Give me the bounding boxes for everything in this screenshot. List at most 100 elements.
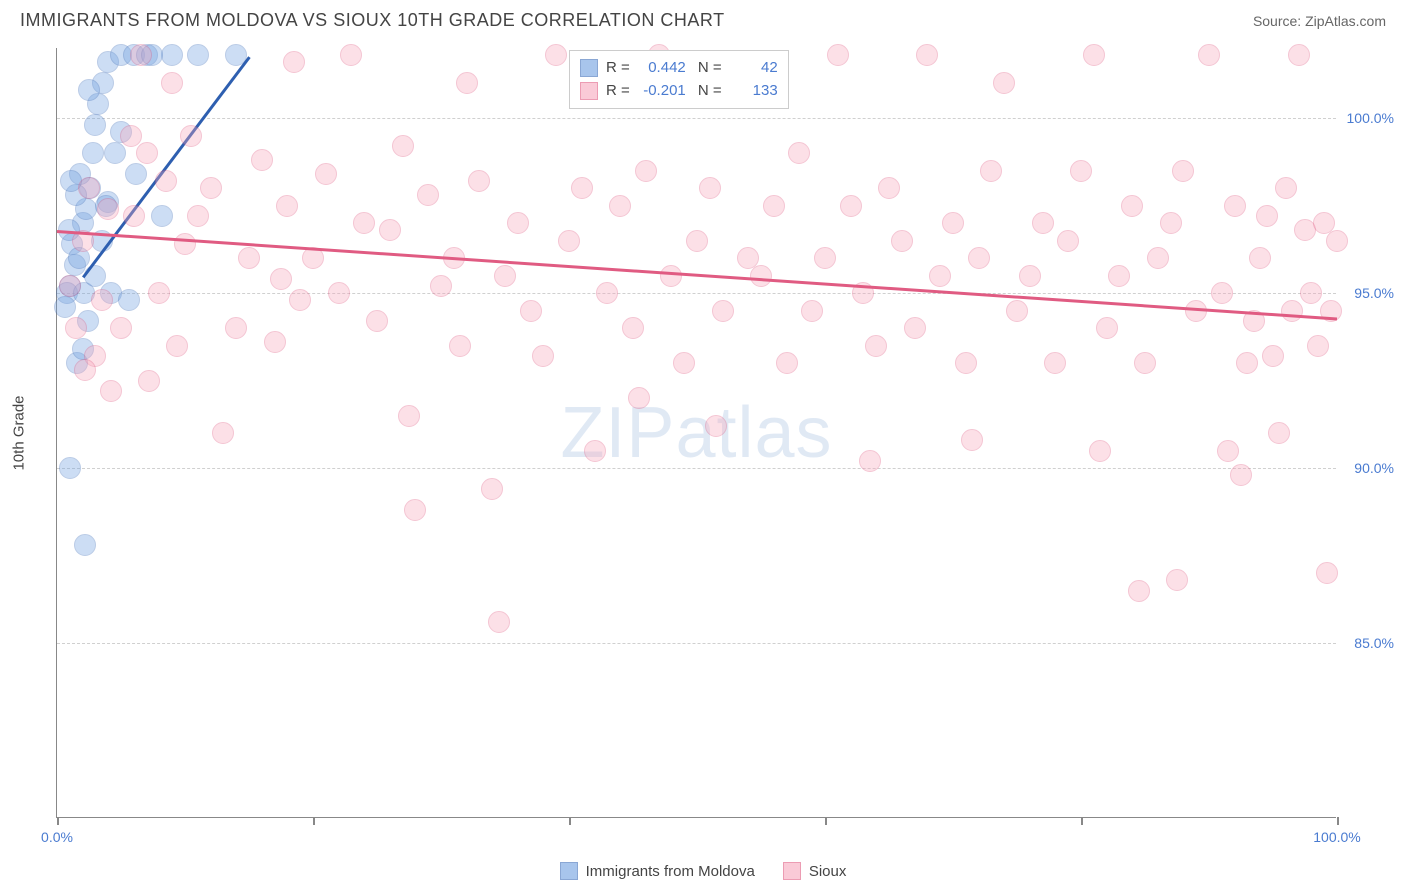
scatter-point [166, 335, 188, 357]
scatter-point [545, 44, 567, 66]
gridline [57, 293, 1336, 294]
n-value: 133 [730, 80, 778, 103]
scatter-point [584, 440, 606, 462]
scatter-point [1089, 440, 1111, 462]
scatter-point [705, 415, 727, 437]
scatter-point [1096, 317, 1118, 339]
scatter-point [840, 195, 862, 217]
scatter-point [763, 195, 785, 217]
gridline [57, 643, 1336, 644]
scatter-point [130, 44, 152, 66]
scatter-point [1281, 300, 1303, 322]
scatter-point [481, 478, 503, 500]
scatter-point [993, 72, 1015, 94]
legend-item: Immigrants from Moldova [560, 862, 755, 880]
scatter-point [1268, 422, 1290, 444]
scatter-point [65, 317, 87, 339]
scatter-point [84, 114, 106, 136]
n-value: 42 [730, 57, 778, 80]
scatter-point [340, 44, 362, 66]
scatter-point [1134, 352, 1156, 374]
scatter-point [1307, 335, 1329, 357]
scatter-point [180, 125, 202, 147]
scatter-point [1070, 160, 1092, 182]
scatter-point [120, 125, 142, 147]
scatter-point [1224, 195, 1246, 217]
scatter-point [430, 275, 452, 297]
correlation-legend: R =0.442 N =42R =-0.201 N =133 [569, 50, 789, 109]
scatter-point [136, 142, 158, 164]
scatter-point [78, 79, 100, 101]
scatter-point [161, 44, 183, 66]
scatter-point [187, 44, 209, 66]
r-value: 0.442 [638, 57, 686, 80]
y-axis-title: 10th Grade [11, 395, 28, 470]
scatter-point [264, 331, 286, 353]
watermark: ZIPatlas [560, 392, 832, 474]
scatter-point [1300, 282, 1322, 304]
n-label: N = [694, 80, 722, 103]
scatter-point [59, 275, 81, 297]
scatter-point [929, 265, 951, 287]
scatter-point [859, 450, 881, 472]
scatter-point [404, 499, 426, 521]
scatter-point [1019, 265, 1041, 287]
r-value: -0.201 [638, 80, 686, 103]
scatter-point [110, 317, 132, 339]
scatter-point [449, 335, 471, 357]
scatter-point [138, 370, 160, 392]
scatter-point [315, 163, 337, 185]
y-tick-label: 95.0% [1354, 285, 1394, 301]
source-attribution: Source: ZipAtlas.com [1253, 13, 1386, 29]
scatter-point [456, 72, 478, 94]
scatter-point [980, 160, 1002, 182]
scatter-point [673, 352, 695, 374]
scatter-point [59, 457, 81, 479]
scatter-point [276, 195, 298, 217]
scatter-point [283, 51, 305, 73]
scatter-point [366, 310, 388, 332]
scatter-point [814, 247, 836, 269]
scatter-point [225, 317, 247, 339]
scatter-point [878, 177, 900, 199]
series-legend: Immigrants from Moldova Sioux [0, 862, 1406, 880]
scatter-point [1198, 44, 1220, 66]
r-label: R = [606, 80, 630, 103]
scatter-point [1057, 230, 1079, 252]
scatter-point [1316, 562, 1338, 584]
scatter-point [609, 195, 631, 217]
scatter-point [788, 142, 810, 164]
x-tick [569, 817, 571, 825]
scatter-point [1326, 230, 1348, 252]
scatter-point [1217, 440, 1239, 462]
scatter-point [1236, 352, 1258, 374]
scatter-point [417, 184, 439, 206]
legend-item: Sioux [783, 862, 847, 880]
legend-swatch [580, 82, 598, 100]
scatter-point [968, 247, 990, 269]
scatter-point [212, 422, 234, 444]
scatter-point [123, 205, 145, 227]
scatter-point [532, 345, 554, 367]
x-tick [57, 817, 59, 825]
scatter-point [118, 289, 140, 311]
scatter-point [686, 230, 708, 252]
scatter-plot-area: ZIPatlas 10th Grade 85.0%90.0%95.0%100.0… [56, 48, 1336, 818]
scatter-point [827, 44, 849, 66]
scatter-point [1128, 580, 1150, 602]
r-label: R = [606, 57, 630, 80]
scatter-point [187, 205, 209, 227]
legend-label: Sioux [809, 863, 847, 880]
scatter-point [1121, 195, 1143, 217]
scatter-point [238, 247, 260, 269]
scatter-point [1275, 177, 1297, 199]
x-tick-label: 100.0% [1313, 829, 1360, 845]
scatter-point [161, 72, 183, 94]
x-tick [1337, 817, 1339, 825]
scatter-point [628, 387, 650, 409]
chart-title: IMMIGRANTS FROM MOLDOVA VS SIOUX 10TH GR… [20, 10, 725, 31]
x-tick [313, 817, 315, 825]
scatter-point [571, 177, 593, 199]
y-tick-label: 90.0% [1354, 460, 1394, 476]
scatter-point [1108, 265, 1130, 287]
